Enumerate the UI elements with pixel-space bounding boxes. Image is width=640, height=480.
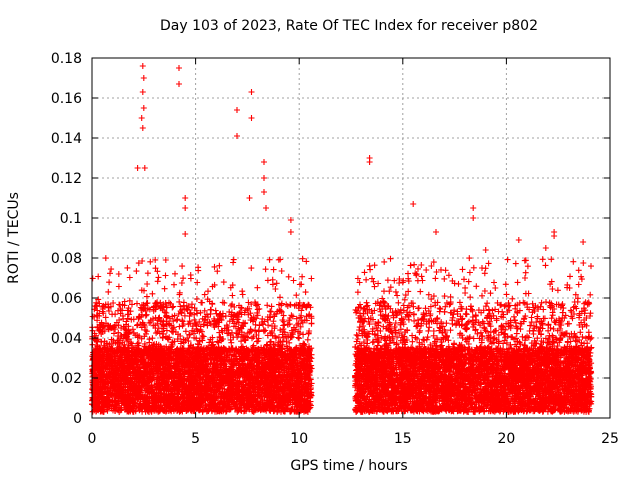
data-point <box>275 256 282 263</box>
data-point <box>287 301 294 308</box>
data-point <box>262 266 269 273</box>
data-point <box>154 278 161 285</box>
data-point <box>155 274 162 281</box>
data-point <box>216 262 223 269</box>
data-point <box>105 288 112 295</box>
data-point <box>248 265 255 272</box>
data-point <box>295 334 302 341</box>
data-point <box>230 256 237 263</box>
data-point <box>293 292 300 299</box>
data-point <box>193 296 200 302</box>
data-point <box>149 335 156 342</box>
data-point <box>170 303 177 310</box>
data-point <box>265 322 272 329</box>
data-point <box>194 279 201 286</box>
data-point <box>267 308 274 315</box>
data-point <box>299 255 306 262</box>
data-point <box>308 275 315 282</box>
data-point <box>108 336 115 343</box>
data-point <box>270 266 277 273</box>
data-point <box>254 284 261 291</box>
data-point <box>199 299 206 306</box>
data-point <box>182 328 189 335</box>
data-point <box>178 280 185 286</box>
data-point <box>205 288 211 295</box>
data-point <box>111 330 117 337</box>
data-point <box>290 277 297 284</box>
data-point <box>260 326 267 333</box>
data-point <box>179 263 186 270</box>
data-point <box>172 270 178 277</box>
data-point <box>95 273 102 280</box>
data-point <box>209 301 216 308</box>
data-point <box>124 264 131 271</box>
data-point <box>180 275 187 282</box>
data-point <box>273 280 280 287</box>
data-point <box>268 303 275 310</box>
data-point <box>115 283 122 290</box>
data-point <box>115 271 122 277</box>
data-point <box>134 300 140 307</box>
data-point <box>144 270 151 277</box>
data-point <box>278 268 285 274</box>
data-point <box>229 292 236 299</box>
data-point <box>124 315 131 322</box>
data-point <box>270 318 277 325</box>
data-point <box>239 288 246 295</box>
data-point <box>304 336 311 343</box>
data-point <box>165 336 172 343</box>
data-point <box>253 332 260 338</box>
data-point <box>250 342 257 349</box>
data-point <box>193 335 200 342</box>
data-point <box>230 259 237 266</box>
data-point <box>106 279 113 286</box>
data-point <box>174 316 181 323</box>
data-point <box>228 339 235 346</box>
data-point <box>162 272 169 279</box>
data-point <box>133 268 140 275</box>
data-point <box>303 258 310 265</box>
data-point <box>211 263 218 270</box>
data-point <box>219 299 226 306</box>
data-point <box>107 270 113 277</box>
data-point <box>208 306 215 313</box>
data-point <box>224 323 231 330</box>
data-point <box>149 290 156 297</box>
data-point <box>280 326 287 333</box>
data-point <box>212 307 219 314</box>
data-point <box>187 272 194 278</box>
data-point <box>214 268 221 275</box>
data-point <box>296 335 302 342</box>
data-point <box>264 277 271 284</box>
data-point <box>102 255 109 262</box>
data-point <box>180 299 187 306</box>
data-point <box>143 293 150 300</box>
data-point <box>277 294 283 301</box>
data-points <box>89 63 595 415</box>
data-point <box>272 286 279 292</box>
data-point <box>220 279 227 286</box>
data-point <box>89 275 96 282</box>
data-point <box>201 291 208 298</box>
data-point <box>112 311 119 318</box>
data-point <box>285 273 292 280</box>
data-point <box>300 331 307 338</box>
data-point <box>129 326 136 333</box>
data-point <box>161 285 168 292</box>
data-point <box>299 273 306 280</box>
data-point <box>152 256 159 263</box>
data-point <box>171 281 177 288</box>
data-point <box>302 289 309 296</box>
data-point <box>126 274 133 281</box>
